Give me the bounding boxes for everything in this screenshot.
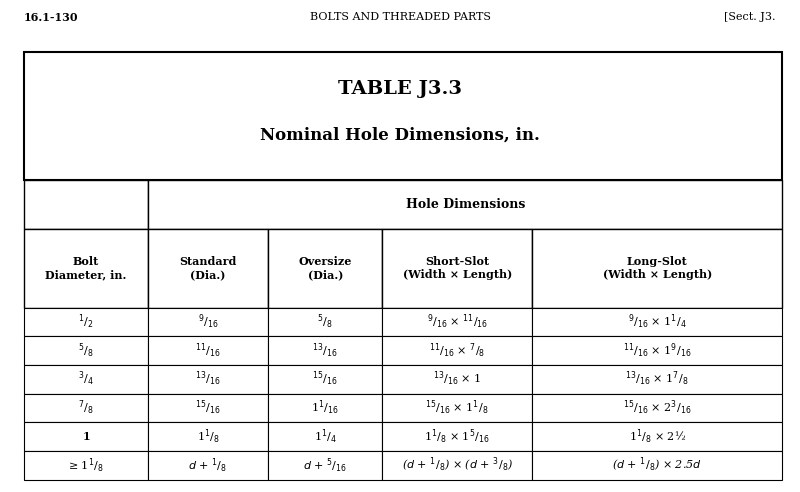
Text: TABLE J3.3: TABLE J3.3 (338, 80, 462, 97)
Text: $^{13}/_{16}$ × 1: $^{13}/_{16}$ × 1 (433, 370, 482, 389)
Bar (532, 308, 782, 336)
Bar (382, 365, 532, 394)
Text: 1$^{1}/_{16}$: 1$^{1}/_{16}$ (311, 399, 339, 417)
Text: 1$^{1}/_{8}$: 1$^{1}/_{8}$ (197, 428, 219, 446)
Text: $^{5}/_{8}$: $^{5}/_{8}$ (78, 341, 94, 360)
Bar (24, 308, 148, 336)
Bar (268, 365, 382, 394)
Text: $^{5}/_{8}$: $^{5}/_{8}$ (318, 312, 333, 331)
Bar (148, 308, 268, 336)
Bar (24, 52, 782, 180)
Bar (382, 394, 532, 422)
Text: BOLTS AND THREADED PARTS: BOLTS AND THREADED PARTS (310, 12, 490, 22)
Text: $^{11}/_{16}$: $^{11}/_{16}$ (195, 341, 221, 360)
Text: $^{15}/_{16}$: $^{15}/_{16}$ (195, 399, 221, 417)
Bar (382, 336, 532, 365)
Text: $^{7}/_{8}$: $^{7}/_{8}$ (78, 399, 94, 417)
Bar (268, 451, 382, 480)
Bar (382, 229, 532, 308)
Text: 1$^{1}/_{8}$ × 1$^{5}/_{16}$: 1$^{1}/_{8}$ × 1$^{5}/_{16}$ (425, 428, 490, 446)
Text: Short-Slot
(Width × Length): Short-Slot (Width × Length) (402, 256, 512, 280)
Text: $^{15}/_{16}$ × 2$^{3}/_{16}$: $^{15}/_{16}$ × 2$^{3}/_{16}$ (623, 399, 691, 417)
Bar (268, 229, 382, 308)
Text: $^{11}/_{16}$ × $^{7}/_{8}$: $^{11}/_{16}$ × $^{7}/_{8}$ (429, 341, 486, 360)
Text: Hole Dimensions: Hole Dimensions (406, 198, 525, 211)
Text: $^{11}/_{16}$ × 1$^{9}/_{16}$: $^{11}/_{16}$ × 1$^{9}/_{16}$ (623, 341, 691, 360)
Text: Oversize
(Dia.): Oversize (Dia.) (298, 256, 352, 280)
Bar (532, 422, 782, 451)
Text: $^{13}/_{16}$ × 1$^{7}/_{8}$: $^{13}/_{16}$ × 1$^{7}/_{8}$ (626, 370, 689, 389)
Bar (532, 229, 782, 308)
Text: Long-Slot
(Width × Length): Long-Slot (Width × Length) (602, 256, 712, 280)
Text: $^{13}/_{16}$: $^{13}/_{16}$ (195, 370, 221, 389)
Bar (148, 336, 268, 365)
Text: $^{9}/_{16}$ × 1$^{1}/_{4}$: $^{9}/_{16}$ × 1$^{1}/_{4}$ (628, 312, 686, 331)
Text: $^{15}/_{16}$ × 1$^{1}/_{8}$: $^{15}/_{16}$ × 1$^{1}/_{8}$ (426, 399, 489, 417)
Text: Bolt
Diameter, in.: Bolt Diameter, in. (46, 256, 126, 280)
Bar (532, 336, 782, 365)
Bar (24, 451, 148, 480)
Bar (24, 394, 148, 422)
Text: Nominal Hole Dimensions, in.: Nominal Hole Dimensions, in. (260, 127, 540, 144)
Bar (24, 180, 148, 229)
Text: ($d$ + $^{1}/_{8}$) × 2.5$d$: ($d$ + $^{1}/_{8}$) × 2.5$d$ (612, 456, 702, 474)
Bar (24, 229, 148, 308)
Bar (268, 308, 382, 336)
Bar (148, 229, 268, 308)
Bar (532, 394, 782, 422)
Bar (382, 451, 532, 480)
Bar (532, 451, 782, 480)
Bar (148, 394, 268, 422)
Text: 1$^{1}/_{8}$ × 2½: 1$^{1}/_{8}$ × 2½ (629, 428, 686, 446)
Bar (268, 336, 382, 365)
Bar (268, 394, 382, 422)
Bar (24, 422, 148, 451)
Text: [Sect. J3.: [Sect. J3. (725, 12, 776, 22)
Text: 1: 1 (82, 431, 90, 442)
Text: $^{13}/_{16}$: $^{13}/_{16}$ (313, 341, 338, 360)
Text: $^{3}/_{4}$: $^{3}/_{4}$ (78, 370, 94, 389)
Bar (24, 365, 148, 394)
Text: Standard
(Dia.): Standard (Dia.) (179, 256, 237, 280)
Bar (382, 308, 532, 336)
Text: $^{1}/_{2}$: $^{1}/_{2}$ (78, 312, 94, 331)
Text: $d$ + $^{1}/_{8}$: $d$ + $^{1}/_{8}$ (189, 456, 227, 475)
Bar (148, 180, 782, 229)
Bar (148, 451, 268, 480)
Text: ($d$ + $^{1}/_{8}$) × ($d$ + $^{3}/_{8}$): ($d$ + $^{1}/_{8}$) × ($d$ + $^{3}/_{8}$… (402, 456, 513, 474)
Text: $^{9}/_{16}$ × $^{11}/_{16}$: $^{9}/_{16}$ × $^{11}/_{16}$ (426, 312, 488, 331)
Text: $^{15}/_{16}$: $^{15}/_{16}$ (313, 370, 338, 389)
Text: 1$^{1}/_{4}$: 1$^{1}/_{4}$ (314, 428, 337, 446)
Text: ≥ 1$^{1}/_{8}$: ≥ 1$^{1}/_{8}$ (68, 456, 104, 475)
Text: $d$ + $^{5}/_{16}$: $d$ + $^{5}/_{16}$ (303, 456, 347, 475)
Bar (382, 422, 532, 451)
Text: 16.1-130: 16.1-130 (24, 12, 78, 23)
Bar (532, 365, 782, 394)
Text: $^{9}/_{16}$: $^{9}/_{16}$ (198, 312, 218, 331)
Bar (148, 365, 268, 394)
Bar (24, 336, 148, 365)
Bar (148, 422, 268, 451)
Bar (268, 422, 382, 451)
